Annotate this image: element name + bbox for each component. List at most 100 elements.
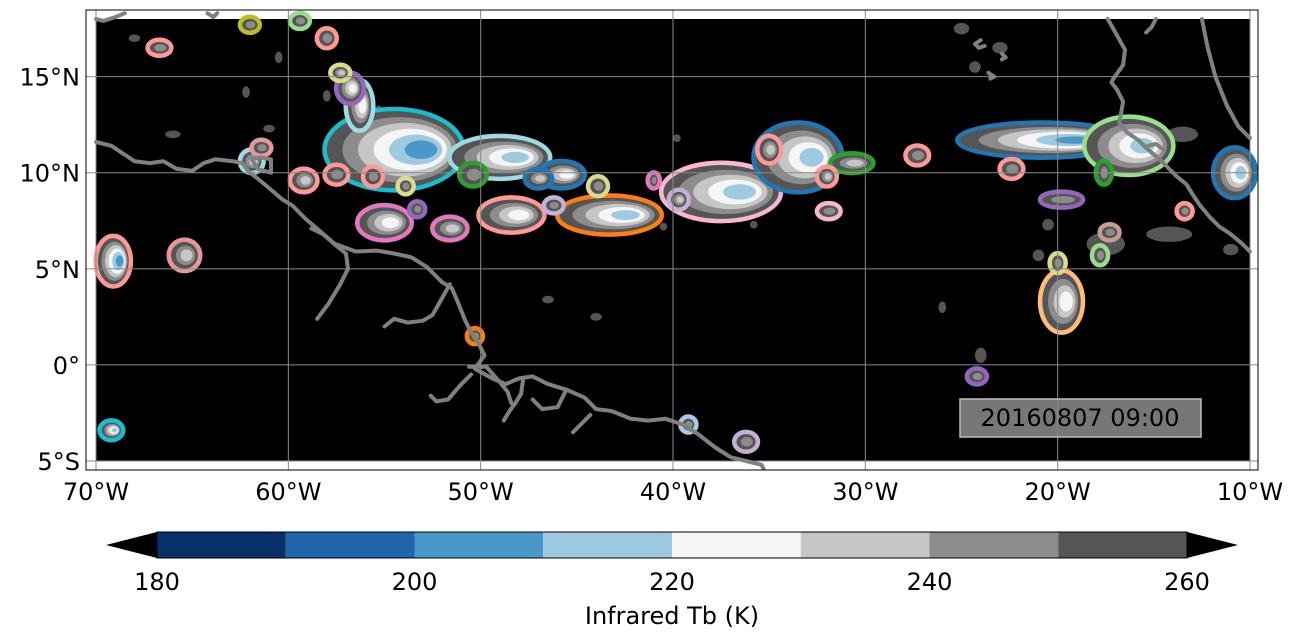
convective-system [541,195,566,216]
system-outline [314,26,339,51]
system-outline [903,143,932,168]
tb-contour [300,176,311,185]
tb-contour [466,168,481,181]
latitude-tick-label: 15°N [20,64,81,92]
coastline [973,38,987,50]
cloud-patch [969,61,981,73]
cloud-patch [128,34,141,43]
tb-contour [115,255,124,267]
cloud-patch [165,130,181,139]
coastline [249,155,273,175]
map-panel: 70°W 60°W 50°W 40°W 30°W 20°W 10°W 15°N 10°N 5°N… [20,9,1283,506]
colorbar-tick-label: 180 [134,568,180,596]
tb-contour [322,33,333,43]
cloud-patch [974,347,987,363]
tb-contour [824,173,832,180]
cloud-patch [938,301,947,314]
tb-contour [331,169,344,180]
convective-system [406,198,428,220]
tb-contour [414,205,422,213]
cloud-patch [659,222,668,231]
tb-contour [245,21,256,29]
tb-contour [338,70,345,76]
cloud-patch [1167,126,1199,142]
convective-system [666,187,691,212]
tb-contour [1059,291,1073,312]
cloud-patch [1042,218,1054,231]
cloud-patch [992,42,1008,54]
convective-system [522,166,555,191]
colorbar-bin [1058,532,1187,558]
latitude-tick-label: 10°N [20,160,81,188]
longitude-tick-label: 40°W [640,478,706,506]
system-outline [406,198,428,220]
coastline [309,226,350,321]
tb-contour [1181,207,1189,215]
convective-system [1037,268,1086,335]
coastline [501,378,525,423]
colorbar-bin [929,532,1059,558]
convective-system [360,164,386,189]
tb-contour [402,182,410,190]
convective-system [354,202,415,243]
convective-system [328,62,353,84]
colorbar: 180 200 220 240 260 Infrared Tb (K) [106,531,1238,630]
tb-contour [445,224,460,233]
convective-system [1174,200,1195,222]
tb-contour [1006,164,1019,174]
coastline [1146,141,1166,152]
system-outline [360,164,386,189]
convective-system [287,10,313,32]
system-outline [430,214,470,243]
system-outline [476,195,547,235]
tb-contour [723,184,757,200]
convective-system [430,214,470,243]
tb-contour [676,196,684,204]
system-outline [541,195,566,216]
convective-system [964,366,990,387]
system-outline [1082,114,1176,178]
coastline [1144,17,1158,35]
tb-contour [549,201,560,209]
convective-system [314,26,339,51]
tb-contour [611,210,640,220]
colorbar-bin [672,532,801,558]
tb-contour [295,17,306,25]
tb-contour [651,176,657,184]
convective-system [476,195,547,235]
convective-system [287,166,320,195]
latitude-tick-label: 0° [53,352,80,380]
system-outline [814,200,843,222]
system-outline [395,175,416,197]
tb-contour [846,159,864,167]
tb-contour [180,249,193,262]
tb-contour [1105,228,1115,236]
latitude-tick-label: 5°N [35,256,80,284]
convective-system [658,160,784,224]
convective-system [814,164,840,189]
colorbar-extend-min [106,532,157,558]
tb-contour [766,144,775,155]
tb-contour [368,171,379,182]
colorbar-extend-max [1187,532,1238,558]
coastline [382,282,452,329]
colorbar-label: Infrared Tb (K) [585,602,759,630]
colorbar-bin [157,532,286,558]
convective-system [97,418,126,443]
colorbar-bin [543,532,672,558]
system-outline [237,14,263,36]
system-outline [97,418,126,443]
tb-contour [593,181,604,191]
convective-system [395,175,416,197]
coastline [94,11,127,23]
system-outline [522,166,555,191]
convective-system [1089,243,1111,268]
coastline [94,140,767,470]
longitude-tick-labels: 70°W 60°W 50°W 40°W 30°W 20°W 10°W [63,478,1283,506]
cloud-patch [953,22,970,35]
cloud-patch [542,295,554,304]
system-outline [464,325,486,347]
coastline [571,412,593,435]
convective-system [555,193,665,237]
